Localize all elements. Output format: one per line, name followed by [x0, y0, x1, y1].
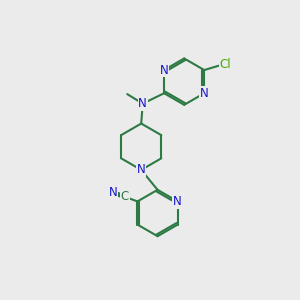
Text: N: N — [137, 164, 146, 176]
Text: N: N — [200, 87, 208, 100]
Text: N: N — [138, 97, 147, 110]
Text: Cl: Cl — [220, 58, 232, 71]
Text: C: C — [121, 190, 129, 203]
Text: N: N — [160, 64, 169, 76]
Text: N: N — [173, 195, 182, 208]
Text: N: N — [109, 186, 118, 199]
